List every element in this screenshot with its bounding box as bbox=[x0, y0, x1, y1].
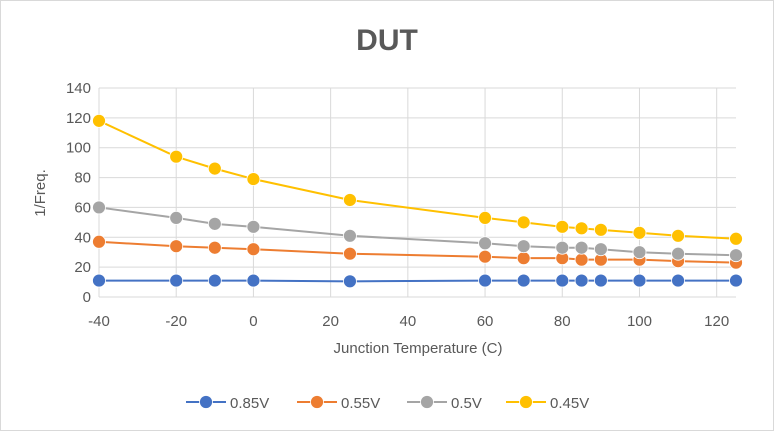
y-tick-label: 20 bbox=[74, 259, 91, 276]
data-point bbox=[516, 273, 531, 288]
legend-label: 0.85V bbox=[230, 395, 269, 412]
data-point bbox=[92, 113, 106, 128]
data-point bbox=[478, 249, 492, 264]
y-tick-label: 100 bbox=[66, 140, 91, 157]
data-point bbox=[343, 246, 357, 261]
data-point bbox=[729, 248, 743, 263]
x-tick-label: 0 bbox=[249, 313, 257, 330]
legend-label: 0.45V bbox=[550, 395, 589, 412]
data-point bbox=[478, 210, 492, 225]
data-point bbox=[92, 273, 106, 288]
series-0.85V bbox=[92, 273, 743, 289]
x-axis-ticks: -40 -20 0 20 40 60 80 100 120 bbox=[88, 313, 729, 330]
legend-item: 0.5V bbox=[407, 395, 482, 412]
y-axis-label: 1/Freq. bbox=[32, 169, 49, 217]
data-point bbox=[207, 216, 222, 231]
legend-label: 0.55V bbox=[341, 395, 380, 412]
x-tick-label: 80 bbox=[554, 313, 571, 330]
data-point bbox=[207, 273, 222, 288]
legend-marker bbox=[199, 395, 213, 409]
data-point bbox=[671, 273, 685, 288]
data-point bbox=[632, 245, 647, 260]
data-point bbox=[574, 221, 589, 236]
x-tick-label: 100 bbox=[627, 313, 652, 330]
data-point bbox=[555, 240, 570, 255]
data-point bbox=[343, 274, 357, 289]
data-point bbox=[169, 239, 184, 254]
y-tick-label: 80 bbox=[74, 170, 91, 187]
legend-marker bbox=[420, 395, 434, 409]
data-point bbox=[516, 251, 531, 266]
x-tick-label: 120 bbox=[704, 313, 729, 330]
y-tick-label: 120 bbox=[66, 110, 91, 127]
data-point bbox=[169, 149, 184, 164]
x-tick-label: 60 bbox=[477, 313, 494, 330]
data-point bbox=[729, 273, 743, 288]
data-point bbox=[92, 200, 106, 215]
legend-item: 0.85V bbox=[186, 395, 269, 412]
data-point bbox=[593, 222, 608, 237]
data-point bbox=[593, 242, 608, 257]
data-point bbox=[207, 240, 222, 255]
data-point bbox=[343, 228, 357, 243]
data-point bbox=[729, 231, 743, 246]
data-point bbox=[246, 219, 261, 234]
chart-title: DUT bbox=[356, 24, 418, 57]
data-point bbox=[92, 234, 106, 249]
data-point bbox=[632, 225, 647, 240]
y-tick-label: 40 bbox=[74, 229, 91, 246]
series-0.45V bbox=[92, 113, 743, 246]
y-tick-label: 60 bbox=[74, 199, 91, 216]
data-point bbox=[516, 215, 531, 230]
data-point bbox=[246, 172, 261, 186]
data-point bbox=[574, 252, 589, 267]
data-point bbox=[169, 273, 184, 288]
legend-marker bbox=[310, 395, 324, 409]
legend-item: 0.45V bbox=[506, 395, 589, 412]
series-group bbox=[92, 113, 743, 289]
data-point bbox=[246, 242, 261, 257]
legend-marker bbox=[519, 395, 533, 409]
y-tick-label: 0 bbox=[83, 289, 91, 306]
data-point bbox=[574, 273, 589, 288]
y-axis-ticks: 0 20 40 60 80 100 120 140 bbox=[66, 80, 91, 306]
x-tick-label: -40 bbox=[88, 313, 110, 330]
legend-item: 0.55V bbox=[297, 395, 380, 412]
data-point bbox=[343, 193, 357, 207]
data-point bbox=[516, 239, 531, 254]
data-point bbox=[478, 273, 492, 288]
data-point bbox=[593, 273, 608, 288]
data-point bbox=[574, 240, 589, 255]
x-axis-label: Junction Temperature (C) bbox=[334, 340, 503, 357]
data-point bbox=[169, 210, 184, 225]
data-point bbox=[207, 161, 222, 176]
x-tick-label: -20 bbox=[165, 313, 187, 330]
data-point bbox=[671, 228, 685, 243]
data-point bbox=[671, 246, 685, 261]
data-point bbox=[555, 219, 570, 234]
x-tick-label: 40 bbox=[400, 313, 417, 330]
legend-label: 0.5V bbox=[451, 395, 482, 412]
data-point bbox=[246, 273, 261, 288]
y-tick-label: 140 bbox=[66, 80, 91, 97]
x-tick-label: 20 bbox=[322, 313, 339, 330]
series-0.5V bbox=[92, 200, 743, 263]
data-point bbox=[478, 236, 492, 251]
data-point bbox=[632, 273, 647, 288]
data-point bbox=[555, 273, 570, 288]
legend: 0.85V 0.55V 0.5V 0.45V bbox=[186, 395, 589, 412]
